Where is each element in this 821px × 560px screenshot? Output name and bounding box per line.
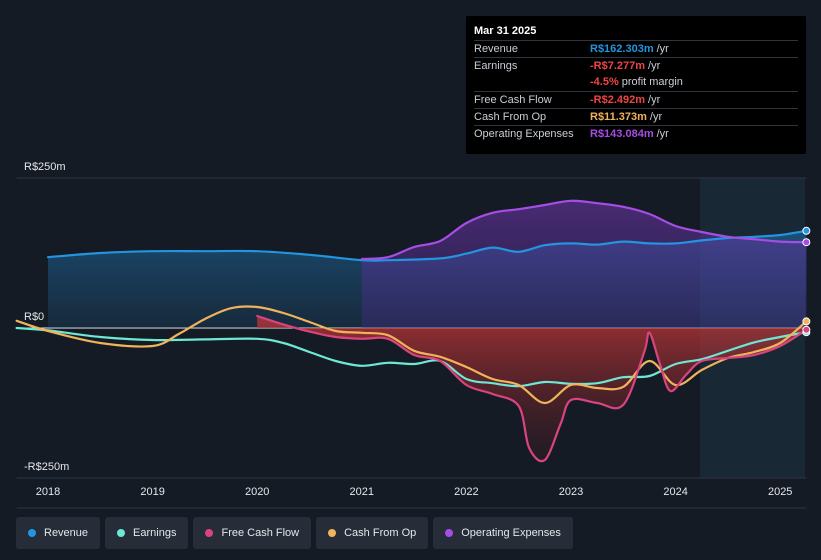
x-tick-label: 2025 — [768, 486, 792, 498]
tooltip-unit: /yr — [648, 94, 661, 106]
legend-item-fcf[interactable]: Free Cash Flow — [193, 517, 312, 549]
tooltip-label: Operating Expenses — [474, 128, 574, 140]
cfo-dot-icon — [328, 529, 337, 537]
legend-item-opex[interactable]: Operating Expenses — [433, 517, 573, 549]
tooltip-label: Cash From Op — [474, 111, 547, 123]
tooltip-row-fcf: Free Cash Flow -R$2.492m /yr — [474, 91, 798, 108]
tooltip-value: R$143.084m — [590, 128, 654, 140]
x-tick-label: 2021 — [350, 486, 374, 498]
legend-label: Operating Expenses — [461, 527, 561, 539]
revenue-dot-icon — [28, 529, 36, 537]
legend-label: Cash From Op — [344, 527, 417, 539]
y-tick-label: R$250m — [24, 161, 66, 173]
tooltip-value: R$11.373m — [590, 111, 647, 123]
tooltip-label: Revenue — [474, 43, 519, 55]
tooltip-row-revenue: Revenue R$162.303m /yr — [474, 40, 798, 57]
opex-dot-icon — [445, 529, 454, 537]
tooltip-value: -R$7.277m — [590, 60, 646, 72]
x-tick-label: 2024 — [663, 486, 687, 498]
legend-label: Earnings — [133, 527, 177, 539]
tooltip-row-cfo: Cash From Op R$11.373m /yr — [474, 108, 798, 125]
x-tick-label: 2018 — [36, 486, 60, 498]
x-tick-label: 2023 — [559, 486, 583, 498]
revenue-line — [46, 229, 808, 262]
tooltip-unit: /yr — [649, 111, 663, 123]
tooltip-unit: /yr — [656, 128, 669, 140]
tooltip-panel: Mar 31 2025 Revenue R$162.303m /yr Earni… — [466, 16, 806, 154]
tooltip-row-margin: -4.5% profit margin — [474, 74, 798, 91]
y-tick-label: -R$250m — [24, 461, 69, 473]
tooltip-row-earnings: Earnings -R$7.277m /yr — [474, 57, 798, 74]
tooltip-value: R$162.303m — [590, 43, 654, 55]
fcf-line — [256, 314, 808, 463]
fcf-dot-icon — [205, 529, 214, 537]
tooltip-date: Mar 31 2025 — [474, 25, 537, 37]
tooltip-row-opex: Operating Expenses R$143.084m /yr — [474, 125, 798, 142]
tooltip-value: -R$2.492m — [590, 94, 646, 106]
fcf-end-point — [802, 325, 811, 334]
earnings-dot-icon — [117, 529, 126, 537]
x-tick-label: 2019 — [140, 486, 164, 498]
tooltip-value: -4.5% — [590, 76, 619, 88]
cfo-line — [15, 305, 808, 405]
legend: Revenue Earnings Free Cash Flow Cash Fro… — [16, 517, 578, 549]
tooltip-label: Free Cash Flow — [474, 94, 552, 106]
x-tick-label: 2022 — [454, 486, 478, 498]
legend-label: Revenue — [44, 527, 89, 539]
earnings-line — [15, 326, 808, 388]
opex-line — [360, 199, 808, 261]
tooltip-unit: /yr — [656, 43, 669, 55]
legend-item-revenue[interactable]: Revenue — [16, 517, 101, 549]
opex-area — [361, 200, 807, 328]
cfo-end-point — [802, 317, 811, 326]
y-tick-label: R$0 — [24, 311, 44, 323]
revenue-end-point — [802, 226, 811, 235]
x-tick-label: 2020 — [245, 486, 269, 498]
legend-item-earnings[interactable]: Earnings — [105, 517, 189, 549]
legend-item-cfo[interactable]: Cash From Op — [316, 517, 429, 549]
tooltip-unit: profit margin — [621, 76, 683, 88]
legend-label: Free Cash Flow — [221, 527, 300, 539]
opex-end-point — [802, 238, 811, 247]
tooltip-unit: /yr — [648, 60, 661, 72]
fcf-area — [257, 316, 807, 462]
tooltip-label: Earnings — [474, 60, 518, 72]
